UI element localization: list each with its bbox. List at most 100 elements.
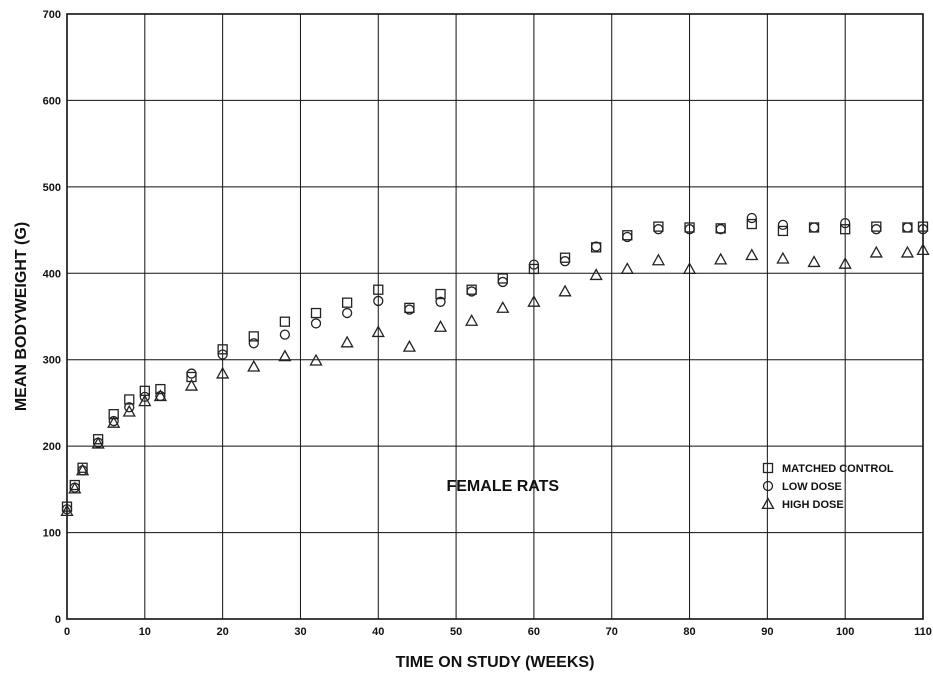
square-point	[746, 218, 757, 230]
square-point	[497, 273, 508, 284]
circle-point	[808, 222, 820, 233]
square-point	[92, 434, 104, 445]
triangle-point	[558, 284, 572, 297]
circle-point	[466, 286, 477, 297]
triangle-point	[620, 262, 634, 275]
triangle-point	[651, 253, 666, 266]
circle-point	[528, 259, 540, 270]
circle-point	[622, 231, 633, 243]
square-point	[108, 409, 119, 420]
triangle-point	[916, 243, 930, 256]
y-tick-label: 700	[43, 9, 61, 21]
y-tick-label: 100	[43, 528, 61, 540]
circle-point	[777, 219, 789, 231]
x-tick-label: 70	[606, 626, 618, 638]
x-axis-ticks: 0 10 20 30 40 50 60 70 80 90 100 110	[64, 626, 932, 638]
chart-annotation: FEMALE RATS	[446, 478, 559, 495]
x-tick-label: 0	[64, 626, 70, 638]
legend-triangle-icon	[761, 497, 775, 510]
circle-point	[310, 318, 322, 329]
legend-circle-icon	[762, 480, 774, 492]
grid	[66, 13, 924, 620]
y-tick-label: 400	[43, 268, 61, 280]
triangle-point	[153, 389, 167, 402]
triangle-point	[309, 353, 323, 366]
circle-point	[902, 222, 913, 233]
triangle-point	[807, 255, 821, 268]
square-point	[186, 371, 197, 383]
square-point	[69, 479, 80, 491]
circle-point	[497, 276, 508, 288]
legend: MATCHED CONTROL LOW DOSE HIGH DOSE	[761, 462, 894, 511]
y-tick-label: 200	[43, 441, 61, 453]
square-point	[77, 462, 88, 473]
x-tick-label: 80	[683, 626, 695, 638]
series-square	[61, 218, 929, 512]
triangle-point	[371, 325, 385, 338]
triangle-point	[184, 378, 199, 391]
triangle-point	[247, 359, 261, 372]
y-axis-ticks: 0 100 200 300 400 500 600 700	[43, 9, 61, 626]
triangle-point	[682, 262, 697, 275]
x-tick-label: 50	[450, 626, 462, 638]
triangle-point	[402, 339, 417, 352]
square-point	[871, 221, 882, 232]
x-tick-label: 40	[372, 626, 384, 638]
circle-point	[186, 368, 197, 379]
circle-point	[653, 224, 664, 235]
x-tick-label: 30	[294, 626, 306, 638]
circle-point	[840, 218, 851, 229]
triangle-point	[714, 252, 728, 265]
square-point	[528, 263, 540, 275]
series-triangle	[60, 243, 930, 517]
circle-point	[404, 304, 415, 315]
circle-point	[917, 224, 929, 235]
triangle-point	[340, 335, 354, 348]
legend-label-low-dose: LOW DOSE	[782, 481, 842, 493]
x-tick-label: 10	[139, 626, 151, 638]
y-tick-label: 300	[43, 355, 61, 367]
square-point	[341, 297, 353, 308]
legend-square-icon	[762, 462, 774, 474]
circle-point	[124, 402, 135, 413]
triangle-point	[465, 313, 479, 326]
x-tick-label: 90	[761, 626, 773, 638]
circle-point	[279, 329, 291, 340]
triangle-point	[107, 415, 121, 428]
triangle-point	[527, 294, 541, 307]
square-point	[124, 394, 135, 405]
y-tick-label: 0	[55, 614, 61, 626]
triangle-point	[60, 504, 74, 517]
triangle-point	[216, 366, 230, 379]
triangle-point	[122, 404, 136, 417]
x-axis-title: TIME ON STUDY (WEEKS)	[396, 654, 595, 671]
circle-point	[341, 307, 353, 319]
circle-point	[217, 349, 228, 360]
triangle-point	[869, 245, 883, 258]
circle-point	[139, 391, 150, 403]
plot-frame	[66, 13, 924, 620]
triangle-point	[900, 245, 915, 258]
circle-point	[373, 295, 384, 307]
x-tick-label: 20	[217, 626, 229, 638]
square-point	[840, 224, 851, 235]
triangle-point	[68, 481, 82, 494]
square-point	[61, 501, 73, 512]
triangle-point	[776, 251, 790, 264]
triangle-point	[589, 268, 603, 281]
square-point	[155, 383, 166, 395]
square-point	[279, 316, 291, 327]
circle-point	[435, 296, 446, 307]
square-point	[435, 288, 446, 300]
y-axis-title: MEAN BODYWEIGHT (G)	[13, 222, 30, 411]
legend-label-matched-control: MATCHED CONTROL	[782, 463, 894, 475]
triangle-point	[91, 436, 105, 449]
data-points	[60, 212, 930, 517]
triangle-point	[75, 463, 90, 476]
circle-point	[715, 224, 726, 235]
circle-point	[746, 212, 757, 224]
triangle-point	[838, 256, 852, 269]
legend-label-high-dose: HIGH DOSE	[782, 499, 844, 511]
